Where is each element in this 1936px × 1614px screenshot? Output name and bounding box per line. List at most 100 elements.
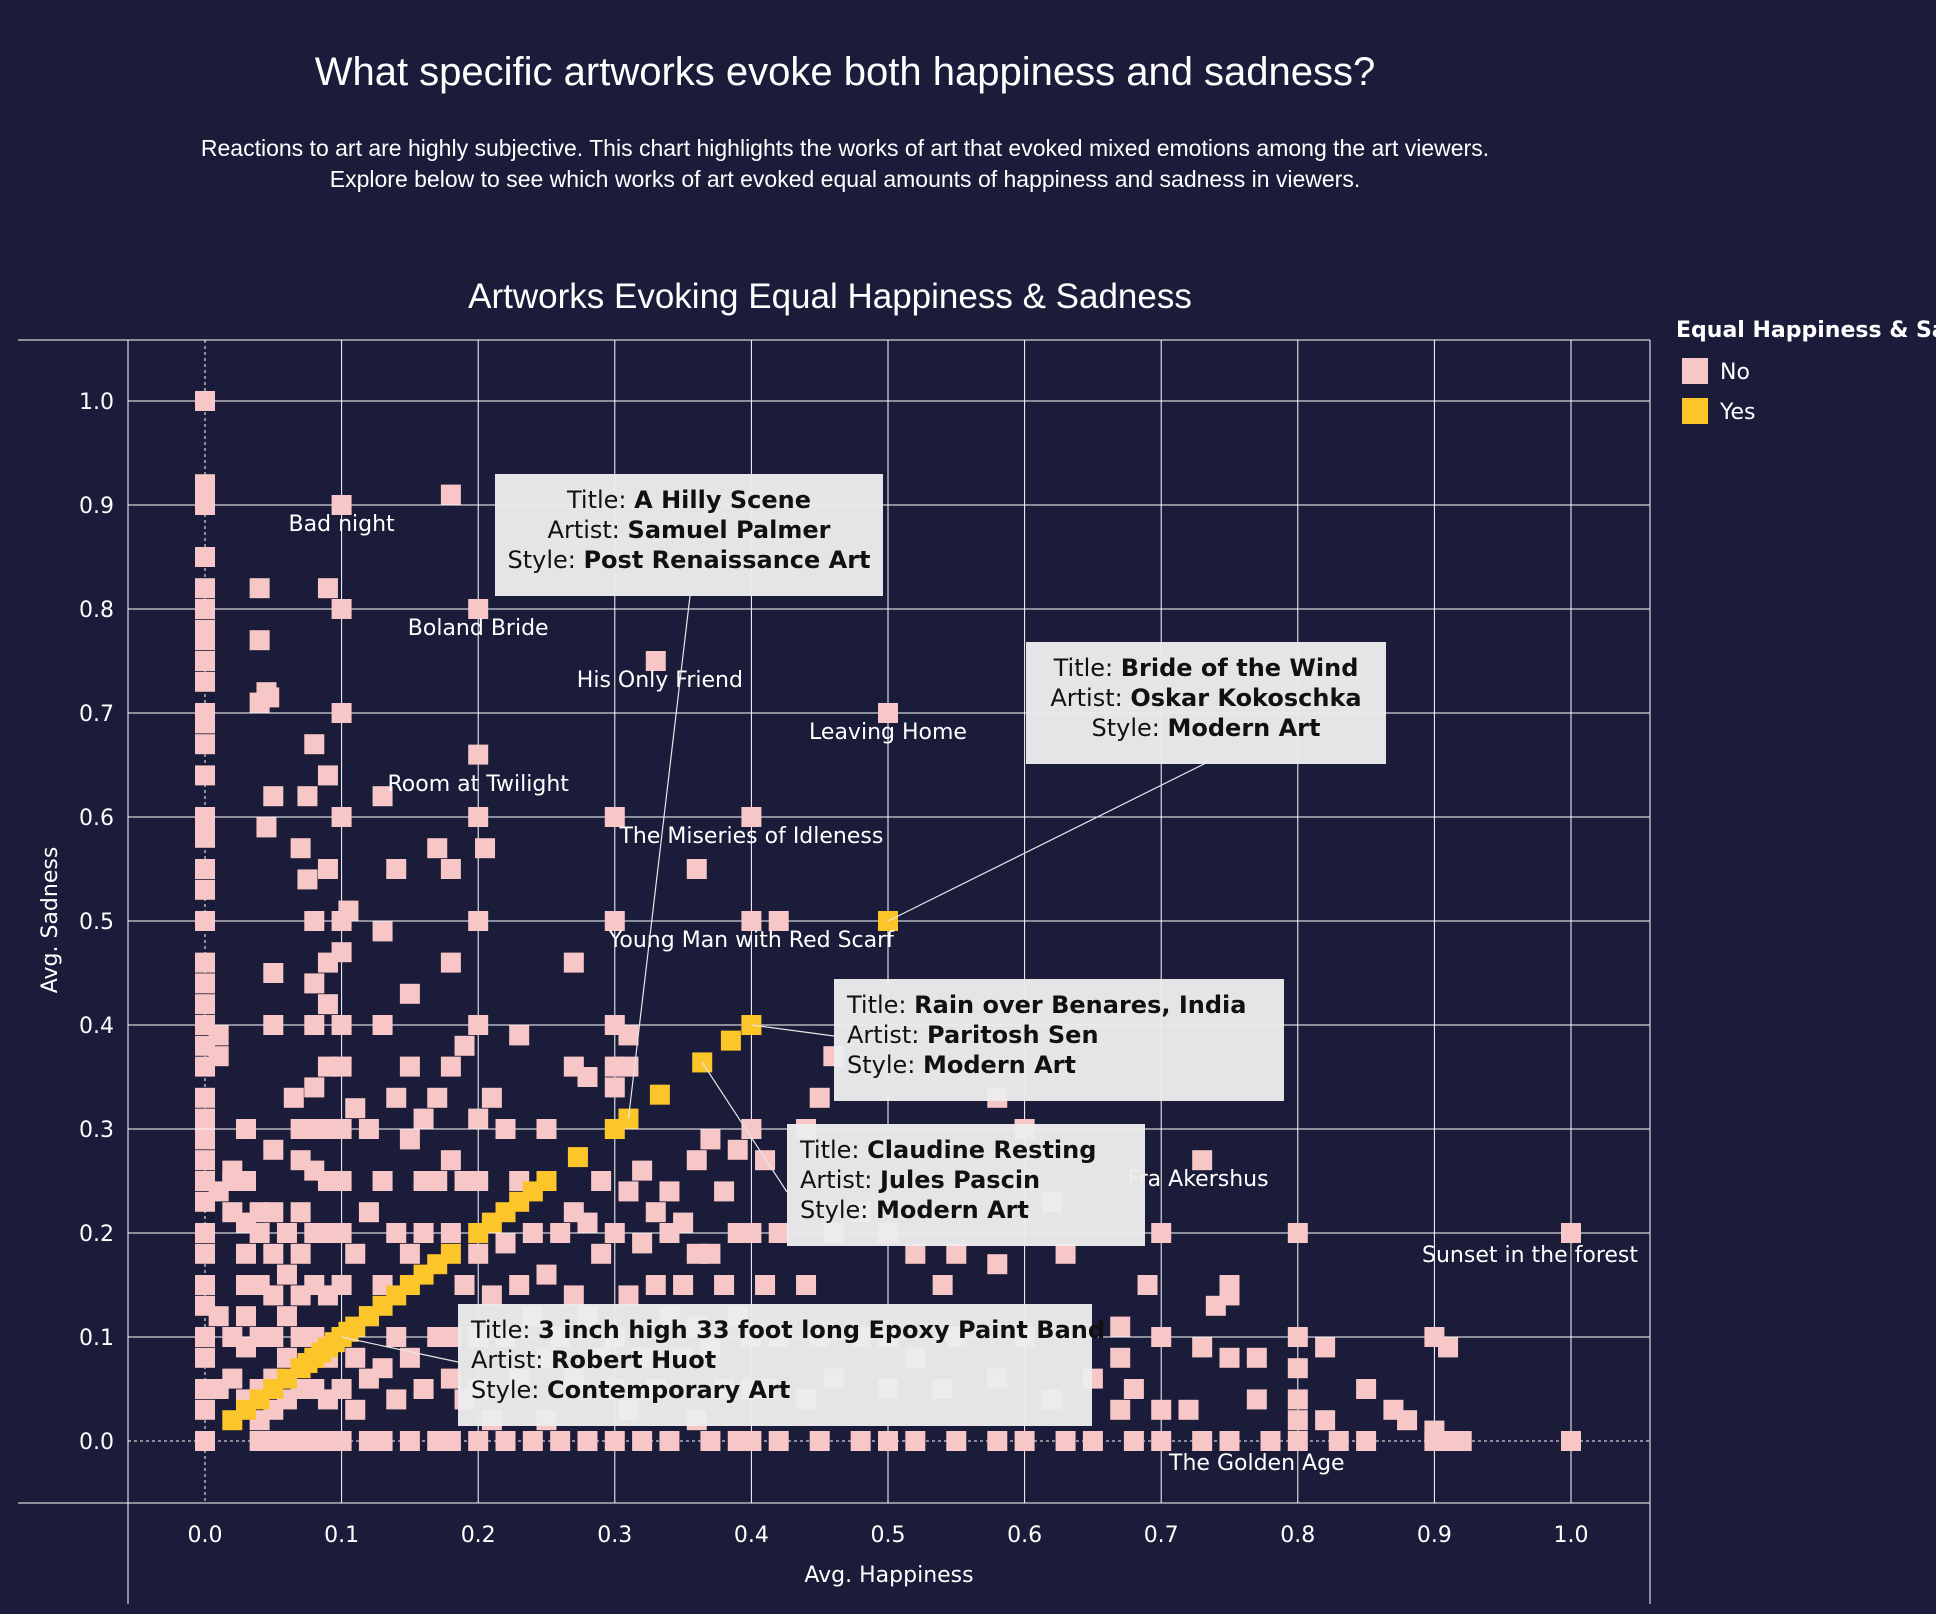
scatter-point-no[interactable] bbox=[372, 921, 393, 942]
scatter-point-no[interactable] bbox=[1561, 1431, 1581, 1451]
scatter-point-no[interactable] bbox=[195, 671, 215, 692]
scatter-point-no[interactable] bbox=[522, 1431, 543, 1451]
scatter-point-no[interactable] bbox=[741, 1119, 762, 1139]
scatter-point-no[interactable] bbox=[249, 578, 270, 599]
scatter-point-no[interactable] bbox=[208, 1025, 229, 1046]
scatter-point-no[interactable] bbox=[468, 1243, 489, 1264]
scatter-point-no[interactable] bbox=[235, 1306, 256, 1327]
scatter-point-no[interactable] bbox=[1451, 1431, 1472, 1451]
scatter-point-no[interactable] bbox=[604, 1223, 625, 1243]
scatter-point-no[interactable] bbox=[208, 1046, 229, 1067]
scatter-point-no[interactable] bbox=[536, 1119, 557, 1139]
scatter-point-no[interactable] bbox=[256, 817, 277, 838]
scatter-point-no[interactable] bbox=[454, 1035, 475, 1056]
scatter-point-no[interactable] bbox=[317, 765, 338, 786]
scatter-point-no[interactable] bbox=[304, 973, 325, 994]
scatter-point-no[interactable] bbox=[905, 1243, 926, 1264]
scatter-point-no[interactable] bbox=[809, 1431, 830, 1451]
scatter-point-no[interactable] bbox=[195, 1431, 215, 1451]
scatter-point-no[interactable] bbox=[276, 1264, 297, 1285]
scatter-point-no[interactable] bbox=[195, 827, 215, 848]
scatter-point-no[interactable] bbox=[987, 1431, 1008, 1451]
scatter-point-no[interactable] bbox=[1055, 1431, 1076, 1451]
scatter-point-no[interactable] bbox=[987, 1254, 1008, 1275]
scatter-point-no[interactable] bbox=[468, 807, 489, 827]
scatter-point-no[interactable] bbox=[304, 734, 325, 755]
scatter-point-no[interactable] bbox=[195, 578, 215, 599]
scatter-point-no[interactable] bbox=[577, 1431, 598, 1451]
scatter-point-no[interactable] bbox=[195, 1150, 215, 1171]
scatter-point-no[interactable] bbox=[399, 1129, 420, 1150]
scatter-point-no[interactable] bbox=[1110, 1316, 1131, 1337]
scatter-point-no[interactable] bbox=[768, 1223, 789, 1243]
scatter-point-no[interactable] bbox=[338, 900, 359, 921]
scatter-point-no[interactable] bbox=[259, 687, 280, 708]
scatter-point-no[interactable] bbox=[618, 1181, 639, 1202]
scatter-point-no[interactable] bbox=[1397, 1410, 1418, 1431]
scatter-point-no[interactable] bbox=[440, 1223, 461, 1243]
scatter-point-no[interactable] bbox=[1055, 1243, 1076, 1264]
scatter-point-no[interactable] bbox=[495, 1119, 516, 1139]
scatter-point-no[interactable] bbox=[878, 703, 898, 723]
scatter-point-no[interactable] bbox=[358, 1119, 379, 1139]
scatter-point-no[interactable] bbox=[195, 1087, 215, 1108]
scatter-point-no[interactable] bbox=[1287, 1389, 1308, 1410]
scatter-point-no[interactable] bbox=[1287, 1431, 1308, 1451]
scatter-point-no[interactable] bbox=[331, 1171, 352, 1191]
scatter-point-no[interactable] bbox=[290, 1202, 311, 1223]
scatter-point-no[interactable] bbox=[509, 1025, 530, 1046]
scatter-point-no[interactable] bbox=[1356, 1379, 1377, 1399]
scatter-point-no[interactable] bbox=[577, 1067, 598, 1087]
scatter-point-no[interactable] bbox=[468, 1171, 489, 1191]
scatter-point-no[interactable] bbox=[1151, 1327, 1172, 1347]
scatter-point-no[interactable] bbox=[331, 1223, 352, 1243]
scatter-point-no[interactable] bbox=[195, 1399, 215, 1420]
scatter-point-no[interactable] bbox=[475, 838, 496, 859]
scatter-point-no[interactable] bbox=[413, 1108, 434, 1129]
scatter-point-no[interactable] bbox=[741, 911, 762, 931]
scatter-point-no[interactable] bbox=[850, 1431, 871, 1451]
scatter-point-no[interactable] bbox=[509, 1275, 530, 1295]
scatter-point-no[interactable] bbox=[195, 495, 215, 515]
scatter-point-no[interactable] bbox=[1192, 1431, 1213, 1451]
scatter-point-no[interactable] bbox=[563, 1285, 584, 1306]
scatter-point-no[interactable] bbox=[345, 1243, 366, 1264]
scatter-point-no[interactable] bbox=[195, 1129, 215, 1150]
scatter-point-no[interactable] bbox=[372, 1171, 393, 1191]
scatter-point-no[interactable] bbox=[440, 1056, 461, 1077]
scatter-point-no[interactable] bbox=[195, 391, 215, 411]
scatter-point-no[interactable] bbox=[331, 1431, 352, 1451]
scatter-point-no[interactable] bbox=[878, 1431, 898, 1451]
scatter-point-no[interactable] bbox=[632, 1431, 653, 1451]
scatter-point-no[interactable] bbox=[1356, 1431, 1377, 1451]
scatter-point-no[interactable] bbox=[550, 1223, 571, 1243]
scatter-point-no[interactable] bbox=[536, 1264, 557, 1285]
legend-item-yes[interactable]: Yes bbox=[1682, 398, 1756, 425]
scatter-point-no[interactable] bbox=[673, 1212, 694, 1233]
scatter-point-no[interactable] bbox=[386, 1087, 407, 1108]
scatter-point-no[interactable] bbox=[700, 1431, 721, 1451]
scatter-point-no[interactable] bbox=[741, 1431, 762, 1451]
scatter-point-no[interactable] bbox=[632, 1160, 653, 1181]
scatter-point-no[interactable] bbox=[659, 1431, 680, 1451]
scatter-point-no[interactable] bbox=[481, 1087, 502, 1108]
scatter-point-no[interactable] bbox=[604, 1077, 625, 1098]
scatter-point-no[interactable] bbox=[1438, 1337, 1459, 1358]
scatter-point-yes[interactable] bbox=[567, 1147, 588, 1168]
scatter-point-no[interactable] bbox=[645, 1275, 666, 1295]
scatter-point-no[interactable] bbox=[331, 495, 352, 515]
series-yes-points[interactable] bbox=[222, 911, 898, 1431]
scatter-point-no[interactable] bbox=[468, 1431, 489, 1451]
scatter-point-no[interactable] bbox=[386, 1327, 407, 1347]
scatter-point-no[interactable] bbox=[195, 713, 215, 734]
legend-item-no[interactable]: No bbox=[1682, 358, 1750, 385]
scatter-point-no[interactable] bbox=[741, 807, 762, 827]
scatter-point-no[interactable] bbox=[386, 1223, 407, 1243]
scatter-point-no[interactable] bbox=[399, 1347, 420, 1368]
scatter-point-no[interactable] bbox=[290, 838, 311, 859]
scatter-point-no[interactable] bbox=[1151, 1399, 1172, 1420]
scatter-point-no[interactable] bbox=[345, 1347, 366, 1368]
scatter-point-no[interactable] bbox=[372, 1431, 393, 1451]
scatter-point-no[interactable] bbox=[1246, 1347, 1267, 1368]
